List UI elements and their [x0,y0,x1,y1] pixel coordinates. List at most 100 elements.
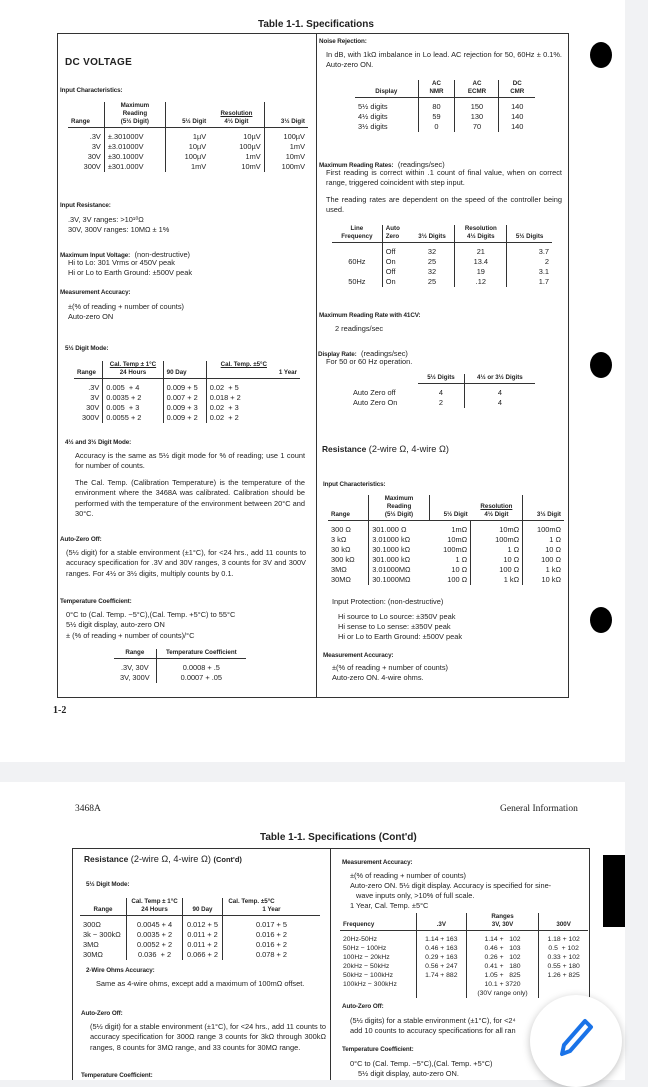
table-cell: 50kHz − 100kHz [343,972,394,979]
table-row: Auto Zero On 2 4 [350,398,535,408]
table-cell: 0.009 + 3 [162,403,207,413]
text-line: Hi source to Lo source: ±350V peak [338,612,456,621]
heading: Auto-Zero Off: [342,1003,384,1010]
section-title: Resistance (2-wire Ω, 4-wire Ω) [322,444,449,454]
table-cell: 0.0008 + .5 [155,658,246,673]
paragraph: Same as 4-wire ohms, except add a maximu… [96,979,305,988]
table-cell: 100mΩ [443,545,468,554]
table-cell: 1.14 + 163 [415,930,467,944]
edit-button[interactable] [530,995,622,1087]
table-cell: 0.007 + 2 [162,393,207,403]
text-line: .3V, 3V ranges: >10¹⁰Ω [68,215,144,224]
table-cell: 4 [463,383,535,398]
heading: Temperature Coefficient: [81,1072,153,1079]
table-row: 4½ digits 59 130 140 [355,112,535,122]
table-cell: 100Hz − 20kHz [343,954,390,961]
paragraph: The reading rates are dependent on the s… [326,195,562,215]
table-cell: 301.000 Ω [368,520,430,535]
table-row: 5½ digits 80 150 140 [355,97,535,112]
table-row: 60Hz On 25 13.4 2 [332,257,552,267]
text-line: 0°C to (Cal. Temp. −5°C),(Cal. Temp. +5°… [66,610,236,619]
table-cell: 0.46 + 163 [415,944,467,953]
table-cell: 0.0055 + 2 [102,413,164,423]
table-row: 300 kΩ 301.000 kΩ 1 Ω 10 Ω 100 Ω [328,555,564,565]
text-line: 5½ digit display, auto-zero ON. [358,1069,459,1078]
table-cell: 100µV [239,142,261,151]
text-line: Hi or Lo to Earth Ground: ±500V peak [338,632,463,641]
table-cell: 140 [498,122,535,132]
table-cell: 100mΩ [522,520,564,535]
table-cell: 0.0052 + 2 [126,940,183,950]
resistance-accuracy-table: Range Cal. Temp ± 1°C 24 Hours 90 Day Cal… [80,898,320,960]
table-row: .3V 0.005 + 4 0.009 + 5 0.02 + 5 [74,378,300,393]
display-rate-table: 5½ Digits 4½ or 3½ Digits Auto Zero off 4 4… [350,374,535,408]
table-cell: 21 [454,242,507,257]
table-cell: 4½ digits [358,112,388,121]
table-cell: 0.55 + 180 [538,962,588,971]
table-cell: 5½ digits [358,102,388,111]
table-row: 100kHz − 300kHz 10.1 + 3720 [340,980,588,989]
table-cell: 59 [417,112,455,122]
table-cell: 150 [454,97,499,112]
table-row: .3V ±.301000V 1µV 10µV 100µV [68,127,308,142]
binder-tab [603,855,625,927]
table-cell: 3 kΩ [331,535,347,544]
dcv-accuracy-table: Range Cal. Temp ± 1°C 24 Hours 90 Day Cal… [74,361,300,423]
table-cell: 1mV [263,142,308,152]
table-cell: 300V [82,413,100,422]
table-cell: 140 [498,97,535,112]
binder-hole [590,42,612,68]
table-cell: 4 [438,388,444,397]
table-cell: 80 [417,97,455,112]
table-row: 300V 0.0055 + 2 0.009 + 2 0.02 + 2 [74,413,300,423]
heading: Display Rate: (readings/sec) [318,349,408,358]
model-header: 3468A [75,804,101,814]
table-cell: 1mΩ [451,525,468,534]
table-cell: Auto Zero On [353,398,398,407]
text-line: 5½ digit display, auto-zero ON [66,620,165,629]
heading: Temperature Coefficient: [60,598,132,605]
binder-hole [590,607,612,633]
chapter-header: General Information [500,804,578,814]
table-cell: 10 Ω [470,555,523,565]
table-row: 20Hz-50Hz 1.14 + 163 1.14 + 102 1.18 + 102 [340,930,588,944]
text-line: For 50 or 60 Hz operation. [326,357,413,366]
table-cell: 1µV [164,127,210,142]
table-row: 30 kΩ 30.1000 kΩ 100mΩ 1 Ω 10 Ω [328,545,564,555]
text-line: ±(% of reading + number of counts) [350,871,467,880]
noise-rejection-table: Display AC NMR AC ECMR DC CMR 5½ digits 80 15… [355,80,535,132]
table-cell: 0.0007 + .05 [155,673,246,683]
table-cell: On [381,257,410,267]
table-cell: 0.5 + 102 [538,944,588,953]
heading: Maximum Reading Rate with 41CV: [319,312,421,319]
table-cell: .12 [454,277,507,287]
table-cell: 0 [417,122,455,132]
table-cell: 0.011 + 2 [182,930,223,940]
table-row: 3V, 300V 0.0007 + .05 [114,673,246,683]
table-cell: 19 [454,267,507,277]
text-line: Hi sense to Lo sense: ±350V peak [338,622,451,631]
text-line: 1 Year, Cal. Temp. ±5°C [350,901,429,910]
table-cell: 32 [427,247,437,256]
table-cell: 100mV [263,162,308,172]
table-row: Off 32 19 3.1 [332,267,552,277]
table-cell: 0.078 + 2 [221,950,320,960]
table-cell: 100µV [263,127,308,142]
heading: Noise Rejection: [319,38,367,45]
table-cell: 3V [91,142,101,151]
table-cell: 3V [90,393,100,402]
table-cell: 10mV [263,152,308,162]
page-number: 1-2 [53,705,67,716]
table-row: 3½ digits 0 70 140 [355,122,535,132]
dcv-input-table: Range Maximum Reading (5½ Digit) 5½ Digit … [68,102,308,172]
table-cell: 30MΩ [331,575,351,584]
document-page-2: 3468A General Information Table 1-1. Spe… [0,782,625,1080]
table-row: Auto Zero off 4 4 [350,383,535,398]
table-cell: 3.01000MΩ [368,565,430,575]
text-line: ± (% of reading + number of counts)/°C [66,631,195,640]
table-cell: 300Ω [83,920,101,929]
resistance-input-table: Range Maximum Reading (5½ Digit) 5½ Digit … [328,495,564,585]
table-row: 300V ±301.000V 1mV 10mV 100mV [68,162,308,172]
heading: Auto-Zero Off: [81,1010,123,1017]
table-cell: 10µV [243,132,261,141]
